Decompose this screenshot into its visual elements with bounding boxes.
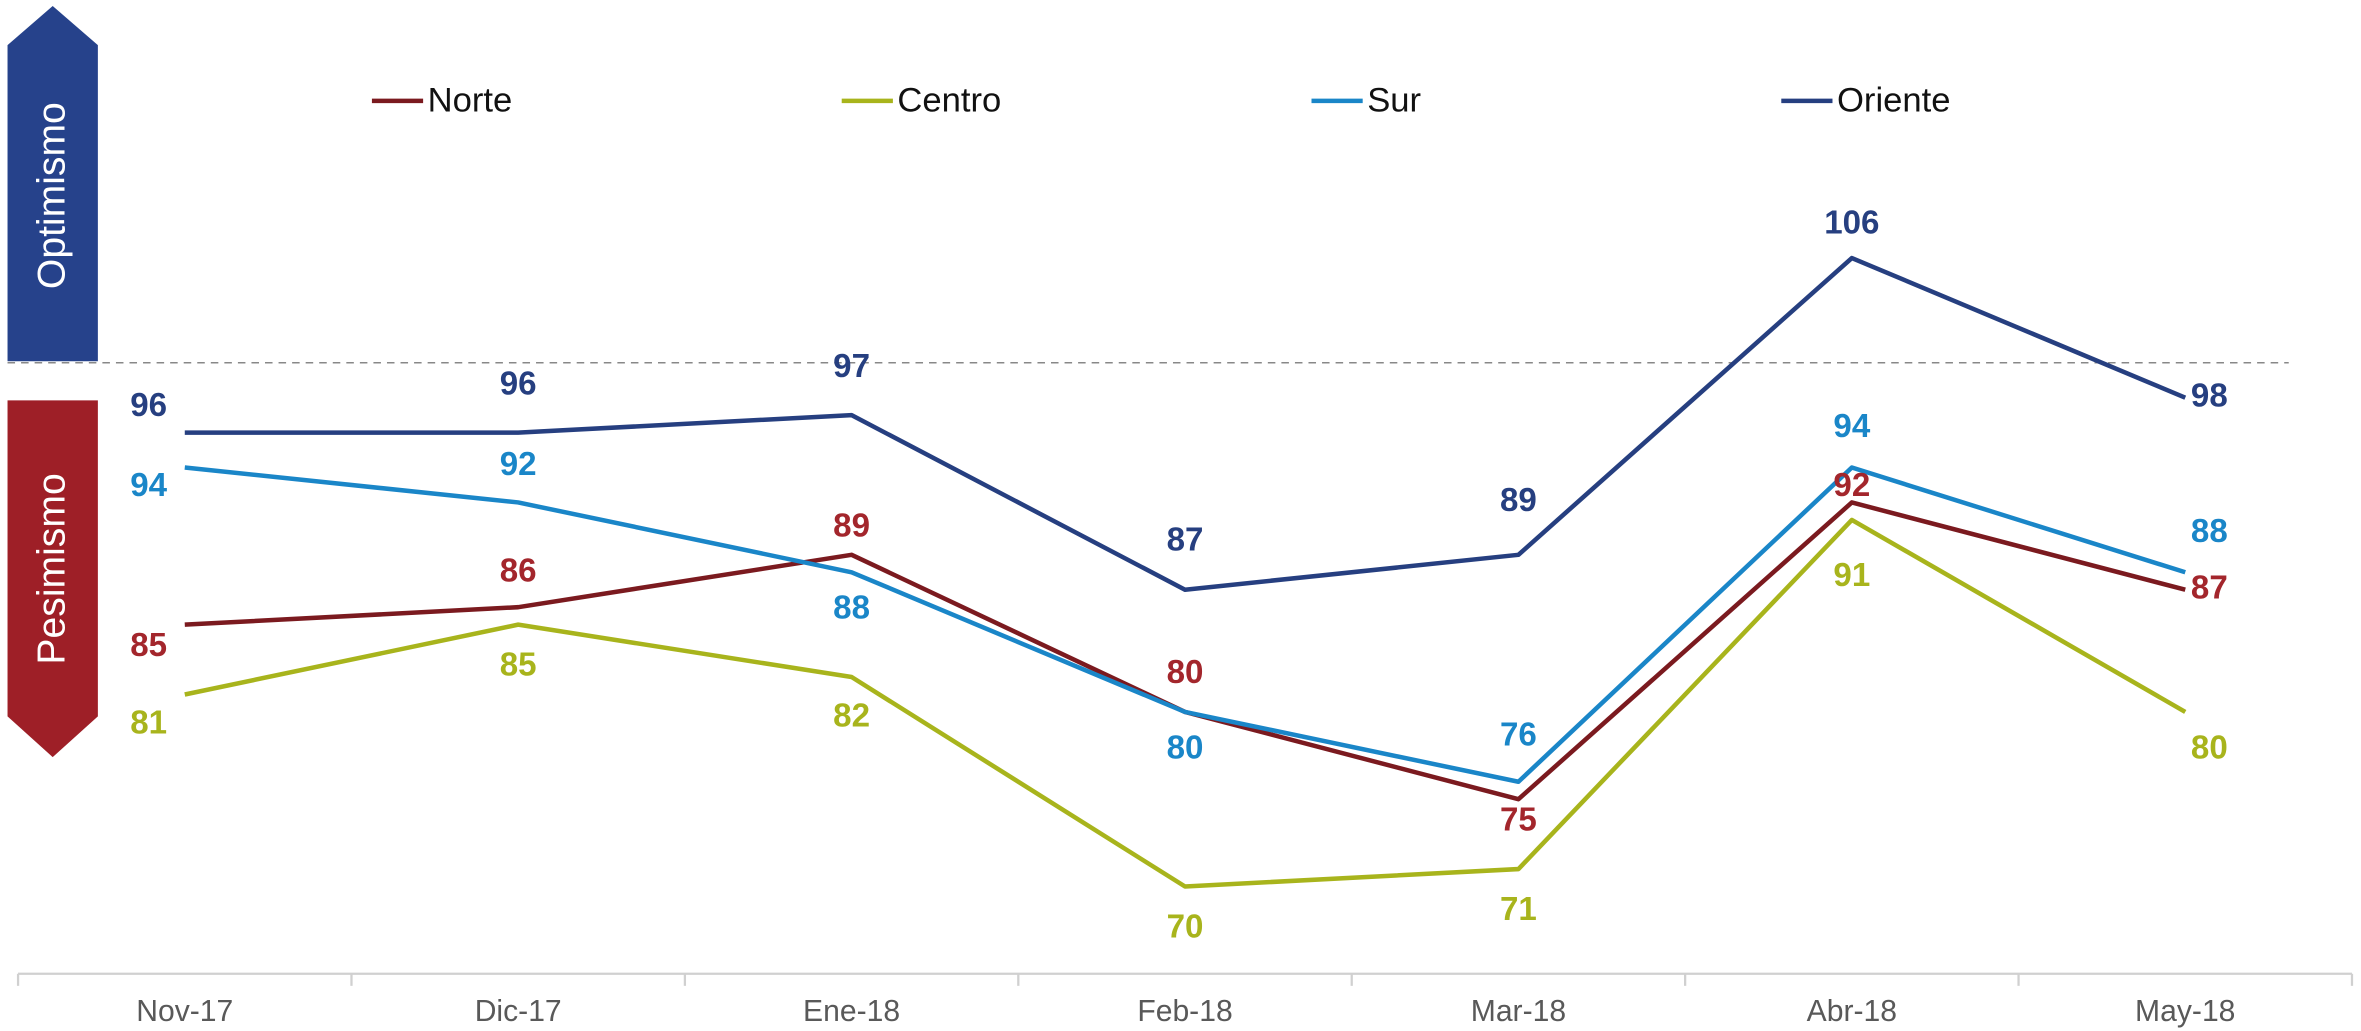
data-label: 98	[2191, 377, 2228, 414]
series-line	[184, 465, 2186, 785]
data-label: 87	[1167, 521, 1204, 558]
data-label: 89	[1500, 482, 1537, 519]
data-label: 88	[833, 590, 870, 627]
data-label: 82	[833, 697, 870, 734]
zone-optimismo: Optimismo	[7, 6, 98, 362]
data-label: 91	[1833, 557, 1870, 594]
zone-label: Pesimismo	[31, 473, 74, 664]
data-label: 88	[2191, 513, 2228, 550]
x-tick-label: Ene-18	[803, 995, 900, 1028]
data-label: 92	[500, 446, 537, 483]
series-line	[184, 255, 2187, 592]
data-label: 80	[2191, 729, 2228, 766]
zone-arrow	[7, 400, 98, 758]
x-tick-label: Mar-18	[1471, 995, 1566, 1028]
data-label: 86	[500, 552, 537, 589]
x-tick-label: Abr-18	[1807, 995, 1897, 1028]
data-label: 71	[1500, 891, 1537, 928]
data-label: 85	[500, 647, 537, 684]
legend-label: Sur	[1367, 81, 1421, 119]
data-label: 75	[1500, 802, 1537, 839]
legend-label: Centro	[897, 81, 1001, 119]
series-line	[184, 517, 2187, 889]
data-label: 80	[1167, 729, 1204, 766]
data-label: 96	[130, 387, 167, 424]
data-label: 89	[833, 507, 870, 544]
legend-label: Oriente	[1837, 81, 1951, 119]
data-label: 96	[500, 366, 537, 403]
data-label: 94	[1833, 408, 1870, 445]
data-label: 92	[1833, 467, 1870, 504]
legend-label: Norte	[428, 81, 513, 119]
x-tick-label: Feb-18	[1137, 995, 1232, 1028]
data-label: 97	[833, 348, 870, 385]
zone-label: Optimismo	[31, 102, 74, 289]
data-label: 87	[2191, 569, 2228, 606]
data-label: 70	[1167, 908, 1204, 945]
zone-pesimismo: Pesimismo	[7, 400, 98, 758]
x-tick-label: Nov-17	[136, 995, 233, 1028]
data-label: 85	[130, 627, 167, 664]
data-label: 81	[130, 704, 167, 741]
x-tick-label: Dic-17	[475, 995, 562, 1028]
x-tick-label: May-18	[2135, 995, 2235, 1028]
data-label: 76	[1500, 716, 1537, 753]
data-label: 106	[1824, 205, 1879, 242]
data-label: 80	[1167, 654, 1204, 691]
data-label: 94	[130, 467, 167, 504]
zone-arrow	[7, 6, 98, 362]
